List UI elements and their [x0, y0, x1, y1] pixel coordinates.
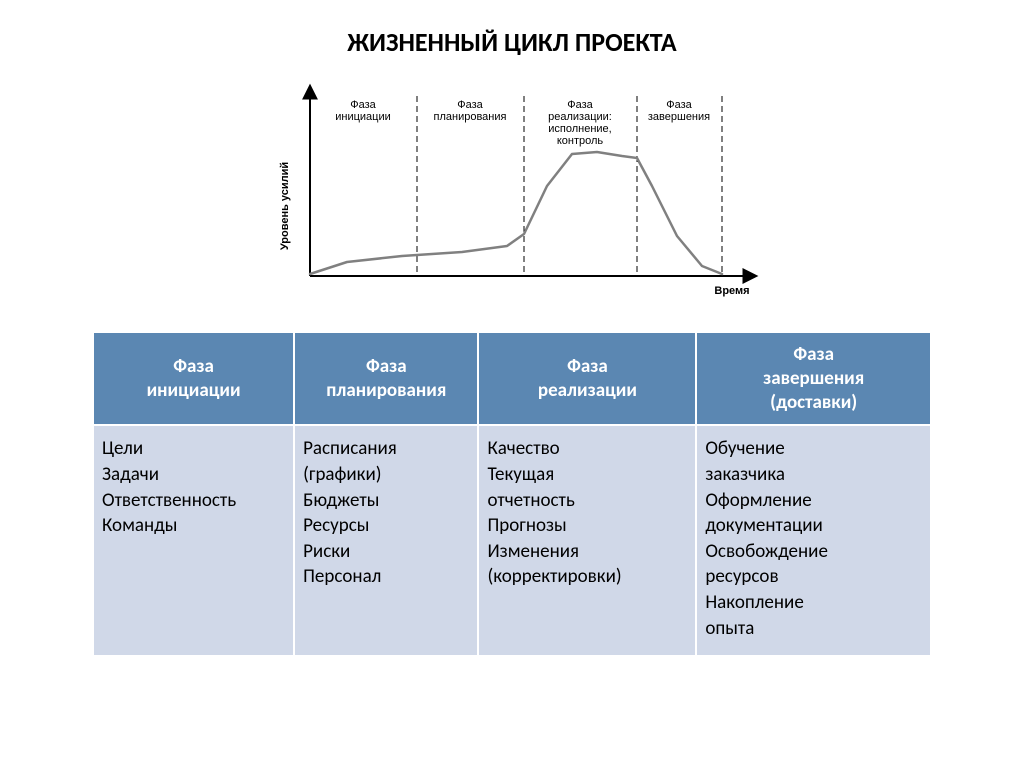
svg-text:реализации:: реализации: — [548, 111, 612, 123]
effort-chart: ФазаинициацииФазапланированияФазареализа… — [252, 76, 772, 321]
svg-text:исполнение,: исполнение, — [548, 123, 611, 135]
phases-table-wrap: ФазаинициацииФазапланированияФазареализа… — [92, 331, 932, 657]
svg-text:Фаза: Фаза — [567, 99, 593, 111]
svg-text:Время: Время — [714, 285, 749, 297]
svg-text:Фаза: Фаза — [350, 99, 376, 111]
table-header-col-1: Фазапланирования — [294, 332, 478, 425]
svg-text:планирования: планирования — [434, 111, 507, 123]
table-header-col-3: Фазазавершения(доставки) — [696, 332, 931, 425]
page-root: ЖИЗНЕННЫЙ ЦИКЛ ПРОЕКТА ФазаинициацииФаза… — [0, 0, 1024, 767]
phases-table: ФазаинициацииФазапланированияФазареализа… — [92, 331, 932, 657]
table-cell-r0-c3: ОбучениезаказчикаОформлениедокументацииО… — [696, 425, 931, 656]
table-header-col-2: Фазареализации — [478, 332, 696, 425]
svg-text:контроль: контроль — [557, 135, 604, 147]
svg-text:инициации: инициации — [335, 111, 391, 123]
page-title: ЖИЗНЕННЫЙ ЦИКЛ ПРОЕКТА — [0, 0, 1024, 58]
svg-text:завершения: завершения — [648, 111, 710, 123]
table-header-col-0: Фазаинициации — [93, 332, 294, 425]
table-cell-r0-c0: ЦелиЗадачиОтветственностьКоманды — [93, 425, 294, 656]
table-row: ЦелиЗадачиОтветственностьКомандыРасписан… — [93, 425, 931, 656]
table-cell-r0-c1: Расписания(графики)БюджетыРесурсыРискиПе… — [294, 425, 478, 656]
svg-text:Уровень усилий: Уровень усилий — [279, 162, 291, 250]
svg-text:Фаза: Фаза — [666, 99, 692, 111]
svg-text:Фаза: Фаза — [457, 99, 483, 111]
effort-chart-svg: ФазаинициацииФазапланированияФазареализа… — [252, 76, 772, 316]
table-cell-r0-c2: КачествоТекущаяотчетностьПрогнозыИзменен… — [478, 425, 696, 656]
